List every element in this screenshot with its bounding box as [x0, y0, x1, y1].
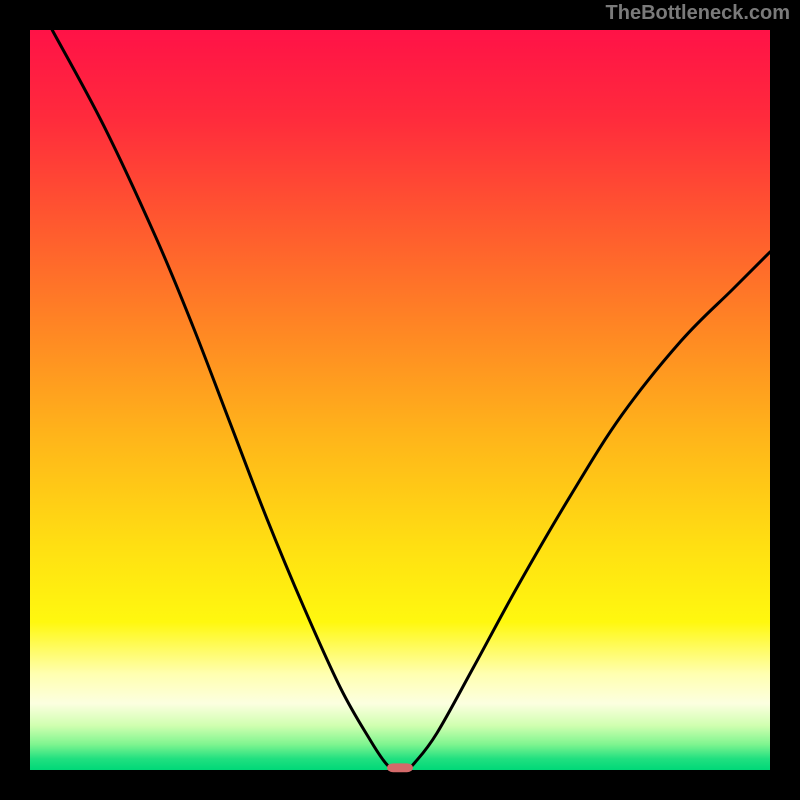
- watermark-text: TheBottleneck.com: [606, 2, 790, 25]
- chart-container: TheBottleneck.com: [0, 0, 800, 800]
- optimal-marker: [387, 763, 413, 772]
- plot-background: [30, 30, 770, 770]
- bottleneck-chart: [0, 0, 800, 800]
